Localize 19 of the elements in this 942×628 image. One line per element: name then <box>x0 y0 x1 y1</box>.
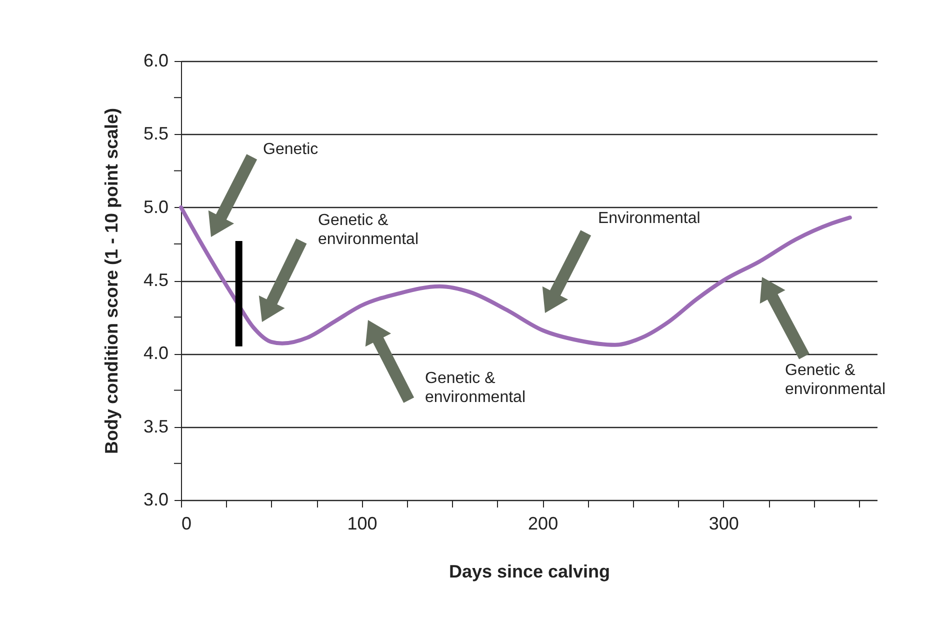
annotation: Genetic <box>263 141 318 158</box>
y-tick-label: 5.0 <box>143 196 168 217</box>
y-tick-label: 4.5 <box>143 270 168 290</box>
annotation: Environmental <box>598 210 700 227</box>
annotation: Genetic & environmental <box>425 370 526 406</box>
x-tick-label: 0 <box>182 514 192 534</box>
x-axis-title: Days since calving <box>448 562 610 582</box>
x-tick-label: 200 <box>528 514 558 534</box>
y-tick-label: 3.0 <box>143 490 168 510</box>
y-axis-title: Body condition score (1 - 10 point scale) <box>101 108 122 454</box>
y-tick-label: 4.0 <box>143 343 168 364</box>
y-tick-label: 6.0 <box>143 50 168 70</box>
x-tick-label: 100 <box>347 514 378 534</box>
annotation: Genetic & environmental <box>318 212 418 248</box>
y-tick-label: 3.5 <box>143 416 168 436</box>
x-tick-label: 300 <box>708 514 739 534</box>
line-series <box>179 205 852 347</box>
annotation: Genetic & environmental <box>785 362 886 398</box>
y-tick-label: 5.5 <box>143 124 168 144</box>
